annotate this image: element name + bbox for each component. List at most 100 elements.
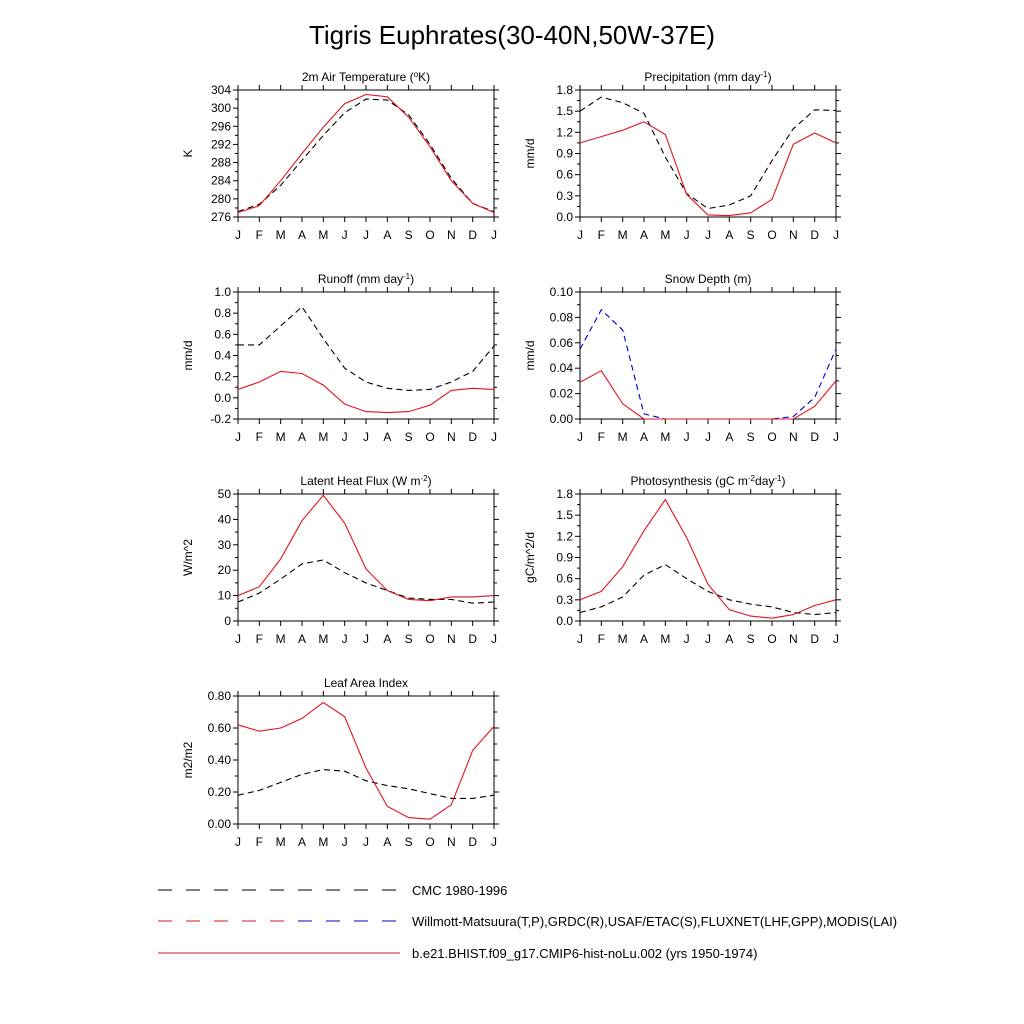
panel-title: Latent Heat Flux (W m-2) xyxy=(300,474,431,489)
x-tick-label: M xyxy=(660,228,670,242)
legend-label: Willmott-Matsuura(T,P),GRDC(R),USAF/ETAC… xyxy=(412,914,897,929)
panel-title-text: K) xyxy=(418,70,430,84)
x-tick-label: J xyxy=(342,228,348,242)
y-tick-label: 0.20 xyxy=(208,785,232,799)
panel-1: 2m Air Temperature (oK) K 276 280 284 288 292 2… xyxy=(181,70,499,242)
x-tick-label: F xyxy=(598,632,605,646)
series-line-2 xyxy=(579,121,837,217)
x-tick-label: M xyxy=(318,430,328,444)
x-tick-label: A xyxy=(298,228,306,242)
x-tick-label: F xyxy=(256,228,263,242)
panel-title-superscript: o xyxy=(414,70,419,79)
x-tick-label: D xyxy=(810,228,819,242)
plot-frame xyxy=(237,89,495,218)
panel-3: Runoff (mm day-1) mm/d -0.2 0.0 0.2 0.4 0.6 0.8… xyxy=(181,272,499,444)
x-tick-label: M xyxy=(276,632,286,646)
y-tick-label: 300 xyxy=(211,101,231,115)
y-tick-label: 50 xyxy=(218,487,232,501)
panel-title-text: Leaf Area Index xyxy=(324,676,408,690)
x-tick-label: A xyxy=(298,835,306,849)
x-tick-label: S xyxy=(405,430,413,444)
x-tick-label: M xyxy=(318,228,328,242)
y-tick-label: 1.0 xyxy=(214,285,231,299)
x-tick-label: J xyxy=(684,430,690,444)
plot-frame xyxy=(579,291,837,420)
y-tick-label: 284 xyxy=(211,174,231,188)
x-tick-label: D xyxy=(810,430,819,444)
panel-title-text: Runoff (mm day xyxy=(318,272,403,286)
y-tick-label: 30 xyxy=(218,538,232,552)
y-tick-label: 0.00 xyxy=(550,412,574,426)
x-tick-label: S xyxy=(405,632,413,646)
x-tick-label: A xyxy=(640,228,648,242)
x-tick-label: A xyxy=(640,632,648,646)
legend-item-3: b.e21.BHIST.f09_g17.CMIP6-hist-noLu.002 … xyxy=(158,946,757,961)
x-tick-label: J xyxy=(491,835,497,849)
x-tick-label: M xyxy=(318,835,328,849)
legend-label: CMC 1980-1996 xyxy=(412,883,507,898)
x-tick-label: M xyxy=(660,430,670,444)
x-tick-label: F xyxy=(256,430,263,444)
y-tick-label: 292 xyxy=(211,137,231,151)
x-tick-label: J xyxy=(363,835,369,849)
y-tick-label: 0.0 xyxy=(556,210,573,224)
x-tick-label: M xyxy=(276,228,286,242)
x-tick-label: J xyxy=(577,430,583,444)
series-line-2 xyxy=(237,370,495,414)
x-tick-label: N xyxy=(447,228,456,242)
x-tick-label: J xyxy=(491,632,497,646)
panel-7: Leaf Area Index m2/m2 0.00 0.20 0.40 0.60 0.80… xyxy=(181,676,499,849)
y-tick-label: 0.06 xyxy=(550,336,574,350)
x-tick-label: F xyxy=(598,228,605,242)
panel-title: Leaf Area Index xyxy=(324,676,408,690)
x-tick-label: M xyxy=(318,632,328,646)
x-tick-label: A xyxy=(383,430,391,444)
x-tick-label: J xyxy=(833,430,839,444)
panel-title: Snow Depth (m) xyxy=(665,272,752,286)
x-tick-label: N xyxy=(789,228,798,242)
x-tick-label: S xyxy=(747,228,755,242)
x-tick-label: O xyxy=(767,430,776,444)
x-tick-label: S xyxy=(405,228,413,242)
x-tick-label: J xyxy=(491,430,497,444)
x-tick-label: A xyxy=(383,835,391,849)
x-tick-label: M xyxy=(618,228,628,242)
x-tick-label: A xyxy=(725,430,733,444)
x-tick-label: J xyxy=(235,632,241,646)
x-tick-label: A xyxy=(298,430,306,444)
panel-title: Precipitation (mm day-1) xyxy=(644,70,771,85)
legend-item-2: Willmott-Matsuura(T,P),GRDC(R),USAF/ETAC… xyxy=(158,914,897,929)
y-tick-label: 0.80 xyxy=(208,689,232,703)
x-tick-label: J xyxy=(705,632,711,646)
x-tick-label: N xyxy=(789,430,798,444)
y-tick-label: 0.3 xyxy=(556,593,573,607)
series-line-1 xyxy=(238,305,495,391)
y-tick-label: 1.2 xyxy=(556,529,573,543)
y-tick-label: 0.0 xyxy=(556,614,573,628)
panel-6: Photosynthesis (gC m-2day-1) gC/m^2/d 0.0 0… xyxy=(523,474,841,646)
x-tick-label: J xyxy=(705,228,711,242)
y-tick-label: 1.8 xyxy=(556,487,573,501)
x-tick-label: J xyxy=(577,228,583,242)
panel-title-superscript: -1 xyxy=(760,70,768,79)
panel-title-text: Precipitation (mm day xyxy=(644,70,760,84)
y-axis-label: mm/d xyxy=(523,341,537,371)
plot-frame xyxy=(237,695,495,825)
panel-title-text: Snow Depth (m) xyxy=(665,272,752,286)
x-tick-label: D xyxy=(468,835,477,849)
series-line-2 xyxy=(579,498,837,619)
y-tick-label: 0.08 xyxy=(550,310,574,324)
series-line-2 xyxy=(237,494,495,602)
y-tick-label: 0.8 xyxy=(214,306,231,320)
x-tick-label: D xyxy=(468,430,477,444)
series-line-1 xyxy=(237,98,495,213)
x-tick-label: F xyxy=(598,430,605,444)
x-tick-label: O xyxy=(425,228,434,242)
panel-title: 2m Air Temperature (oK) xyxy=(302,70,430,85)
x-tick-label: A xyxy=(298,632,306,646)
x-tick-label: A xyxy=(383,632,391,646)
y-axis-label: mm/d xyxy=(181,341,195,371)
y-tick-label: 296 xyxy=(211,119,231,133)
plot-frame xyxy=(237,493,495,622)
